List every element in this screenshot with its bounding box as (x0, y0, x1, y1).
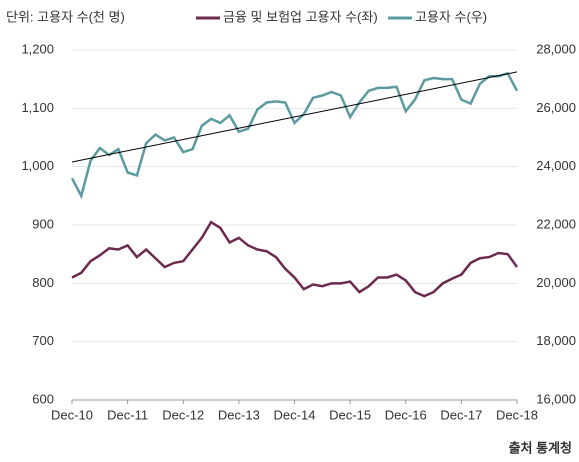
series-line (70, 71, 519, 200)
y2-tick-label: 26,000 (536, 100, 576, 115)
y-tick-label: 900 (32, 216, 54, 231)
y-tick-label: 1,100 (21, 100, 54, 115)
y-tick-label: 600 (32, 391, 54, 406)
x-tick-label: Dec-18 (496, 407, 538, 422)
y2-tick-label: 16,000 (536, 391, 576, 406)
series-line (71, 220, 519, 298)
unit-label: 단위: 고용자 수(천 명) (6, 9, 125, 24)
trend-line (71, 71, 518, 163)
y2-tick-label: 18,000 (536, 333, 576, 348)
y2-tick-label: 22,000 (536, 216, 576, 231)
x-tick-label: Dec-10 (51, 407, 93, 422)
y-tick-label: 1,000 (21, 158, 54, 173)
y-tick-label: 1,200 (21, 41, 54, 56)
x-tick-label: Dec-12 (162, 407, 204, 422)
source: 출처 통계청 (509, 440, 572, 455)
x-tick-label: Dec-11 (107, 407, 148, 422)
legend-label: 고용자 수(우) (415, 9, 487, 24)
x-tick-label: Dec-13 (218, 407, 260, 422)
y2-tick-label: 28,000 (536, 41, 576, 56)
x-tick-label: Dec-15 (329, 407, 371, 422)
y-tick-label: 800 (32, 275, 54, 290)
x-tick-label: Dec-17 (440, 407, 482, 422)
y-tick-label: 700 (32, 333, 54, 348)
y2-tick-label: 20,000 (536, 275, 576, 290)
x-tick-label: Dec-14 (274, 407, 316, 422)
y2-tick-label: 24,000 (536, 158, 576, 173)
legend-label: 금융 및 보험업 고용자 수(좌) (223, 9, 378, 24)
x-tick-label: Dec-16 (385, 407, 427, 422)
